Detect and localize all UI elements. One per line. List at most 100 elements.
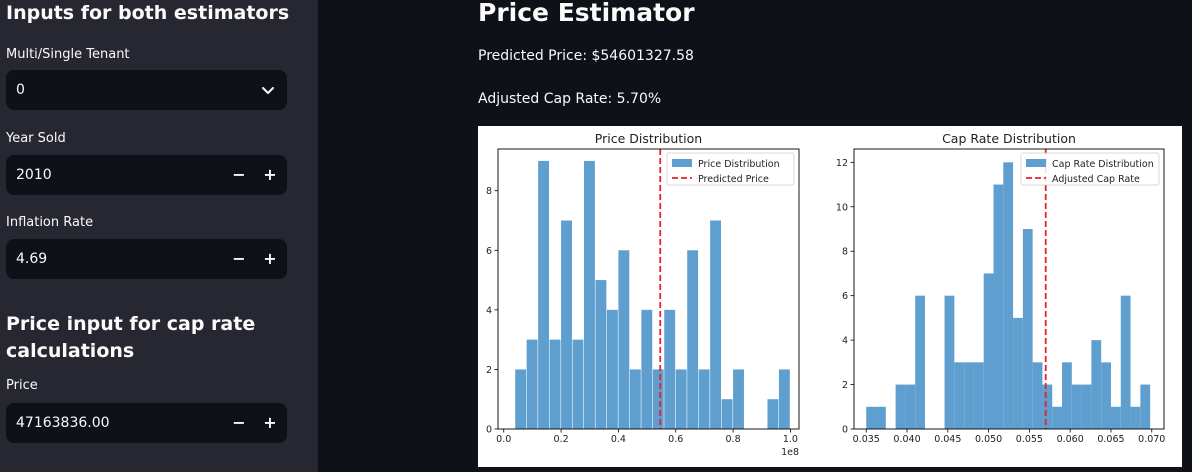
- chart1-bar: [767, 399, 779, 429]
- inflation-rate-decrement-button[interactable]: −: [232, 249, 246, 268]
- chart2-xtick-label: 0.060: [1057, 434, 1084, 445]
- chart1-bar: [618, 250, 630, 429]
- chart1-legend-box: [666, 152, 795, 186]
- chart2-bar: [1062, 362, 1072, 429]
- chevron-down-icon: [262, 87, 274, 94]
- chart1-xtick-label: 0.6: [668, 434, 683, 445]
- chart2-bar: [1022, 229, 1033, 429]
- chart1-bar: [584, 160, 595, 429]
- chart2-bar: [1052, 406, 1063, 429]
- price-input[interactable]: 47163836.00 − +: [6, 403, 287, 443]
- chart1-bar: [664, 309, 676, 429]
- chart2-title: Cap Rate Distribution: [942, 131, 1076, 146]
- year-sold-label: Year Sold: [6, 131, 66, 146]
- price-label: Price: [6, 378, 38, 393]
- price-increment-button[interactable]: +: [263, 413, 277, 432]
- chart2-bar: [1003, 162, 1014, 430]
- chart1-ytick-label: 4: [486, 305, 492, 316]
- chart2-bar: [993, 184, 1004, 429]
- section-title-inputs: Inputs for both estimators: [6, 2, 290, 24]
- chart1-xtick-label: 0.4: [611, 434, 626, 445]
- chart2-bar: [964, 362, 974, 429]
- chart2-xtick-label: 0.045: [934, 434, 961, 445]
- chart1-bar: [572, 339, 584, 429]
- chart2-ytick-label: 0: [842, 425, 848, 436]
- tenant-select[interactable]: 0: [6, 70, 287, 110]
- chart1-ytick-label: 2: [486, 365, 492, 376]
- chart1-bar: [595, 280, 607, 429]
- chart2-bar: [1120, 295, 1131, 429]
- chart2-legend-bar-swatch: [1026, 159, 1046, 167]
- chart1-bar: [698, 369, 710, 429]
- inflation-rate-value[interactable]: 4.69: [16, 251, 48, 267]
- chart1-bar: [687, 250, 699, 429]
- inflation-rate-increment-button[interactable]: +: [263, 249, 277, 268]
- chart2-bar: [1110, 406, 1121, 429]
- chart2-bar: [1071, 384, 1082, 429]
- chart1-title: Price Distribution: [595, 131, 702, 146]
- chart1-bar: [652, 369, 664, 429]
- chart1-bar: [538, 160, 550, 429]
- chart2-bar: [1081, 384, 1092, 429]
- chart2-legend-label: Adjusted Cap Rate: [1052, 174, 1140, 185]
- chart2-bar: [1130, 406, 1141, 429]
- year-sold-increment-button[interactable]: +: [263, 165, 277, 184]
- chart1-bar: [549, 339, 561, 429]
- chart1-bar: [710, 220, 722, 429]
- chart2-ytick-label: 6: [842, 291, 848, 302]
- chart1-bar: [778, 369, 790, 429]
- chart2-xtick-label: 0.050: [975, 434, 1002, 445]
- chart2-bar: [973, 362, 984, 429]
- chart1-bar: [629, 369, 641, 429]
- chart2-bar: [954, 362, 965, 429]
- chart1-xtick-label: 1.0: [783, 434, 798, 445]
- year-sold-input[interactable]: 2010 − +: [6, 155, 287, 195]
- chart2-legend-box: [1020, 152, 1160, 186]
- chart1-frame: [497, 148, 800, 430]
- chart1-xtick-label: 0.2: [554, 434, 569, 445]
- sidebar: Inputs for both estimators Multi/Single …: [0, 0, 318, 472]
- chart2-ytick-label: 8: [842, 247, 848, 258]
- chart2-bar: [1091, 340, 1102, 429]
- chart1-xtick-label: 0.8: [726, 434, 741, 445]
- inflation-rate-label: Inflation Rate: [6, 215, 94, 230]
- chart2-bar: [866, 406, 877, 429]
- chart2-xtick-label: 0.055: [1016, 434, 1043, 445]
- chart1-ytick-label: 0: [486, 425, 492, 436]
- distribution-plots: Price Distribution 0.0 0.2 0.4 0.6 0.8 1.0 0 2 4 6…: [478, 126, 1182, 467]
- chart2-bar: [905, 384, 916, 429]
- chart2-legend-label: Cap Rate Distribution: [1052, 159, 1154, 170]
- year-sold-decrement-button[interactable]: −: [232, 165, 246, 184]
- chart2-frame: [853, 148, 1165, 430]
- chart1-legend-label: Predicted Price: [698, 174, 769, 185]
- chart1-bar: [606, 309, 618, 429]
- chart1-bar: [526, 339, 538, 429]
- chart1-ytick-label: 6: [486, 246, 492, 257]
- chart2-bar: [876, 406, 886, 429]
- page-title: Price Estimator: [478, 0, 695, 27]
- chart2-bar: [1042, 384, 1053, 429]
- chart2-bar: [1032, 362, 1043, 429]
- chart1-xtick-label: 0.0: [496, 434, 511, 445]
- distribution-plots-svg: Price Distribution 0.0 0.2 0.4 0.6 0.8 1.0 0 2 4 6…: [486, 131, 1165, 458]
- adjusted-cap-rate-text: Adjusted Cap Rate: 5.70%: [478, 91, 662, 107]
- chart2-ytick-label: 2: [842, 380, 848, 391]
- predicted-price-text: Predicted Price: $54601327.58: [478, 48, 694, 64]
- chart2-xtick-label: 0.070: [1138, 434, 1165, 445]
- price-decrement-button[interactable]: −: [232, 413, 246, 432]
- chart1-x-offset-label: 1e8: [781, 447, 799, 458]
- chart2-bar: [1013, 317, 1023, 429]
- chart2-xtick-label: 0.035: [853, 434, 880, 445]
- chart1-ytick-label: 8: [486, 186, 492, 197]
- section-title-price-input: Price input for cap rate calculations: [6, 313, 256, 362]
- chart2-bar: [915, 295, 925, 429]
- price-value[interactable]: 47163836.00: [16, 415, 110, 431]
- chart1-bar: [733, 369, 744, 429]
- chart1-legend-bar-swatch: [672, 159, 692, 167]
- chart2-ytick-label: 10: [836, 202, 848, 213]
- chart2-ytick-label: 12: [836, 158, 848, 169]
- chart2-bar: [895, 384, 906, 429]
- chart1-bar: [675, 369, 687, 429]
- inflation-rate-input[interactable]: 4.69 − +: [6, 239, 287, 279]
- year-sold-value[interactable]: 2010: [16, 167, 52, 183]
